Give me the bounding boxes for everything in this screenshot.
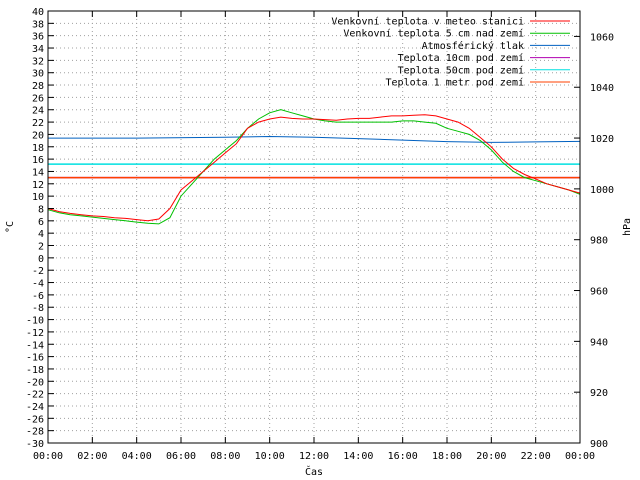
- series-line: [47, 114, 581, 222]
- y-tick-label: 0: [38, 254, 44, 265]
- y2-tick-label: 920: [590, 388, 608, 399]
- legend: Venkovní teplota v meteo staniciVenkovní…: [331, 16, 570, 89]
- y-tick-label: -14: [26, 340, 44, 351]
- y-tick-label: 28: [32, 81, 44, 92]
- y-tick-label: 14: [32, 167, 44, 178]
- y-tick-label: 12: [32, 180, 44, 191]
- y2-tick-label: 1040: [590, 83, 614, 94]
- y-tick-label: -2: [32, 266, 44, 277]
- legend-label: Teplota 10cm pod zemí: [398, 52, 524, 64]
- y-tick-label: -26: [26, 414, 44, 425]
- y-tick-label: 30: [32, 69, 44, 80]
- y-tick-label: 10: [32, 192, 44, 203]
- y2-tick-label: 960: [590, 287, 608, 298]
- y-tick-label: -4: [32, 279, 44, 290]
- x-tick-label: 10:00: [255, 451, 285, 462]
- x-tick-label: 06:00: [166, 451, 196, 462]
- x-tick-label: 14:00: [343, 451, 373, 462]
- y-tick-label: 40: [32, 7, 44, 18]
- y-tick-label: -22: [26, 390, 44, 401]
- x-tick-label: 04:00: [122, 451, 152, 462]
- y-tick-label: 22: [32, 118, 44, 129]
- y2-tick-label: 980: [590, 236, 608, 247]
- y-tick-label: -30: [26, 439, 44, 450]
- x-tick-label: 22:00: [521, 451, 551, 462]
- y2-tick-label: 940: [590, 337, 608, 348]
- y-tick-label: 4: [38, 229, 44, 240]
- y-tick-label: -6: [32, 291, 44, 302]
- legend-label: Venkovní teplota v meteo stanici: [331, 16, 524, 28]
- y2-tick-label: 1020: [590, 134, 614, 145]
- y-tick-label: -18: [26, 365, 44, 376]
- y2-tick-label: 1000: [590, 185, 614, 196]
- y-tick-label: 32: [32, 56, 44, 67]
- x-tick-label: 12:00: [299, 451, 329, 462]
- y-tick-label: 16: [32, 155, 44, 166]
- x-tick-label: 20:00: [476, 451, 506, 462]
- y-tick-label: 36: [32, 32, 44, 43]
- legend-label: Venkovní teplota 5 cm nad zemí: [343, 28, 524, 40]
- x-tick-label: 02:00: [77, 451, 107, 462]
- y-tick-label: -16: [26, 353, 44, 364]
- x-tick-label: 08:00: [210, 451, 240, 462]
- series-line: [48, 135, 581, 143]
- x-tick-label: 18:00: [432, 451, 462, 462]
- y-tick-label: -28: [26, 427, 44, 438]
- y-tick-label: 18: [32, 143, 44, 154]
- y-tick-label: 6: [38, 217, 44, 228]
- x-tick-label: 00:00: [565, 451, 595, 462]
- y2-tick-label: 1060: [590, 32, 614, 43]
- y-tick-label: -24: [26, 402, 44, 413]
- y-axis-label: °C: [5, 221, 16, 233]
- y-tick-label: 20: [32, 130, 44, 141]
- y-tick-label: -12: [26, 328, 44, 339]
- y-tick-label: -8: [32, 303, 44, 314]
- y2-axis-label: hPa: [622, 218, 633, 236]
- legend-label: Teplota 50cm pod zemí: [398, 64, 524, 76]
- x-tick-label: 16:00: [388, 451, 418, 462]
- y2-tick-label: 900: [590, 439, 608, 450]
- y-tick-label: 38: [32, 19, 44, 30]
- y-tick-label: 24: [32, 106, 44, 117]
- legend-label: Atmosférický tlak: [422, 40, 524, 52]
- legend-label: Teplota 1 metr pod zemí: [386, 77, 524, 89]
- ticks: 00:00 02:00 04:00 06:00 08:00 10:00 12:00 14:00…: [26, 7, 614, 462]
- x-tick-label: 00:00: [33, 451, 63, 462]
- y-tick-label: 34: [32, 44, 44, 55]
- series-layer: [47, 109, 581, 225]
- x-axis-label: Čas: [305, 465, 323, 478]
- y-tick-label: 8: [38, 204, 44, 215]
- y-tick-label: 26: [32, 93, 44, 104]
- y-tick-label: 2: [38, 242, 44, 253]
- y-tick-label: -10: [26, 316, 44, 327]
- y-tick-label: -20: [26, 377, 44, 388]
